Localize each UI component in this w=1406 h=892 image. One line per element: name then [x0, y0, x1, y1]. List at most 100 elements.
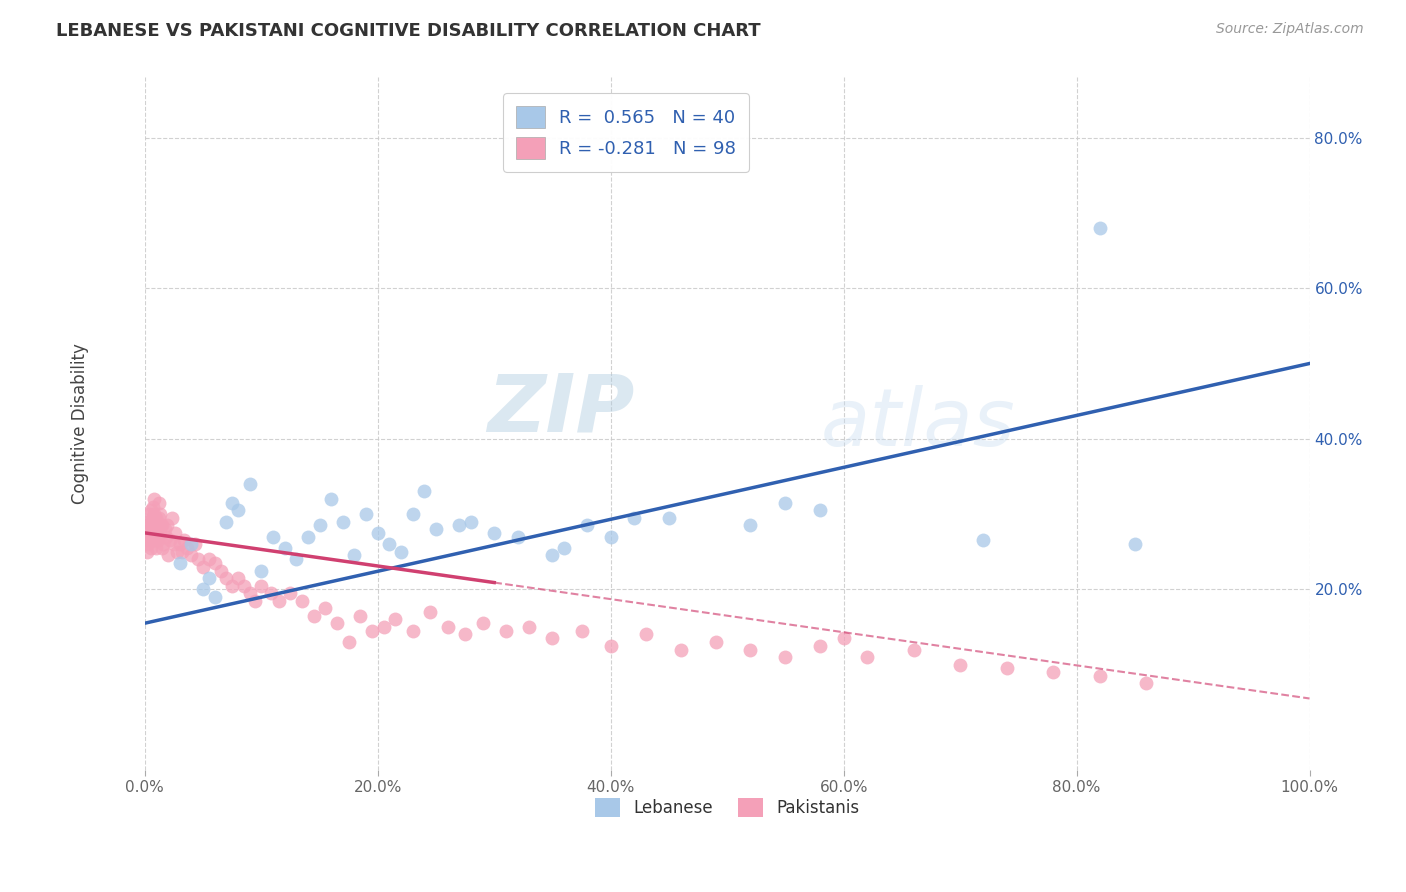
- Point: [1135, 676, 1157, 690]
- Point: [343, 549, 366, 563]
- Point: [273, 541, 295, 555]
- Point: [170, 544, 193, 558]
- Point: [204, 590, 226, 604]
- Point: [143, 511, 166, 525]
- Point: [159, 533, 181, 548]
- Point: [226, 571, 249, 585]
- Point: [436, 620, 458, 634]
- Point: [198, 552, 221, 566]
- Point: [180, 537, 202, 551]
- Point: [259, 586, 281, 600]
- Point: [413, 484, 436, 499]
- Point: [145, 541, 167, 555]
- Point: [166, 544, 188, 558]
- Point: [165, 525, 187, 540]
- Point: [191, 559, 214, 574]
- Point: [142, 515, 165, 529]
- Point: [139, 518, 162, 533]
- Point: [419, 605, 441, 619]
- Point: [232, 578, 254, 592]
- Point: [302, 608, 325, 623]
- Point: [198, 571, 221, 585]
- Point: [1088, 669, 1111, 683]
- Point: [354, 507, 377, 521]
- Point: [136, 544, 159, 558]
- Point: [541, 632, 564, 646]
- Point: [157, 549, 180, 563]
- Point: [153, 522, 176, 536]
- Point: [384, 612, 406, 626]
- Legend: Lebanese, Pakistanis: Lebanese, Pakistanis: [588, 791, 866, 824]
- Point: [209, 564, 232, 578]
- Point: [832, 632, 855, 646]
- Point: [634, 627, 657, 641]
- Text: LEBANESE VS PAKISTANI COGNITIVE DISABILITY CORRELATION CHART: LEBANESE VS PAKISTANI COGNITIVE DISABILI…: [56, 22, 761, 40]
- Point: [285, 552, 308, 566]
- Point: [139, 530, 162, 544]
- Point: [152, 537, 174, 551]
- Point: [156, 518, 179, 533]
- Point: [136, 515, 159, 529]
- Point: [138, 507, 160, 521]
- Point: [402, 624, 425, 638]
- Point: [143, 507, 166, 521]
- Point: [141, 511, 163, 525]
- Point: [471, 616, 494, 631]
- Point: [184, 537, 207, 551]
- Point: [155, 530, 177, 544]
- Point: [571, 624, 593, 638]
- Point: [308, 518, 330, 533]
- Point: [267, 593, 290, 607]
- Point: [141, 522, 163, 536]
- Point: [740, 642, 762, 657]
- Point: [221, 578, 243, 592]
- Point: [150, 541, 173, 555]
- Point: [425, 522, 447, 536]
- Point: [541, 549, 564, 563]
- Point: [239, 477, 262, 491]
- Point: [280, 586, 302, 600]
- Point: [148, 511, 170, 525]
- Point: [191, 582, 214, 597]
- Point: [142, 525, 165, 540]
- Point: [808, 639, 831, 653]
- Point: [553, 541, 575, 555]
- Point: [146, 533, 169, 548]
- Point: [169, 537, 191, 551]
- Point: [995, 661, 1018, 675]
- Text: atlas: atlas: [820, 384, 1015, 463]
- Point: [250, 564, 273, 578]
- Point: [449, 518, 471, 533]
- Point: [903, 642, 925, 657]
- Point: [138, 518, 160, 533]
- Point: [367, 525, 389, 540]
- Point: [250, 578, 273, 592]
- Point: [138, 530, 160, 544]
- Point: [361, 624, 384, 638]
- Point: [704, 635, 727, 649]
- Point: [142, 500, 165, 514]
- Point: [139, 503, 162, 517]
- Point: [141, 533, 163, 548]
- Point: [1088, 221, 1111, 235]
- Point: [136, 525, 159, 540]
- Point: [321, 491, 343, 506]
- Point: [856, 650, 879, 665]
- Point: [150, 518, 173, 533]
- Point: [145, 530, 167, 544]
- Point: [1123, 537, 1146, 551]
- Point: [149, 507, 172, 521]
- Point: [221, 496, 243, 510]
- Point: [576, 518, 599, 533]
- Point: [506, 530, 529, 544]
- Point: [143, 533, 166, 548]
- Point: [145, 511, 167, 525]
- Point: [149, 525, 172, 540]
- Point: [291, 593, 314, 607]
- Point: [775, 650, 797, 665]
- Point: [239, 586, 262, 600]
- Point: [297, 530, 319, 544]
- Point: [143, 491, 166, 506]
- Point: [373, 620, 395, 634]
- Y-axis label: Cognitive Disability: Cognitive Disability: [72, 343, 89, 504]
